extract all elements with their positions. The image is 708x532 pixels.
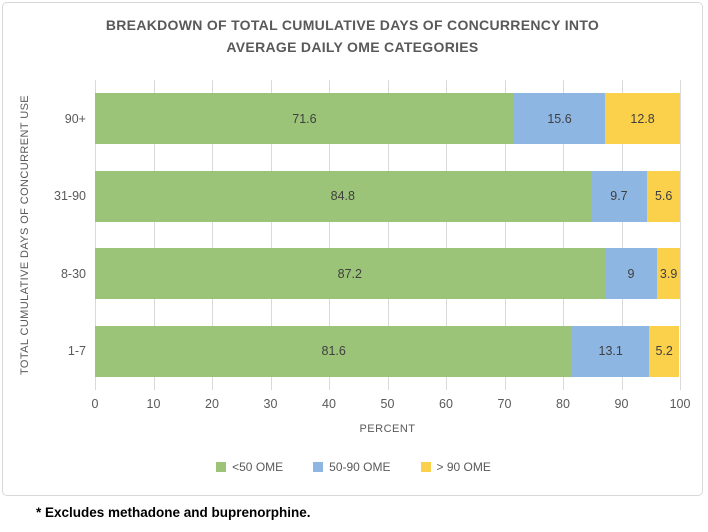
- legend-swatch-icon: [313, 462, 324, 472]
- legend-label: <50 OME: [232, 460, 284, 474]
- x-tick-label: 100: [669, 397, 691, 411]
- value-label: 5.6: [654, 189, 673, 204]
- chart-legend: <50 OME 50-90 OME > 90 OME: [3, 460, 704, 474]
- legend-swatch-icon: [420, 462, 431, 472]
- gridline: [270, 80, 272, 390]
- gridline: [212, 80, 213, 390]
- legend-item: > 90 OME: [420, 460, 491, 474]
- value-label: 71.6: [292, 111, 317, 126]
- x-axis-ticks: 0 10 20 30 40 50 60 70 80 90 100: [91, 397, 691, 413]
- x-tick-label: 10: [146, 397, 161, 411]
- bar-segment-50-ome: 84.8: [95, 170, 591, 222]
- bar-segment-50-90-ome: 9.7: [590, 170, 648, 222]
- legend-item: <50 OME: [216, 460, 283, 474]
- x-tick-label: 40: [322, 397, 336, 411]
- value-label: 9.7: [610, 189, 628, 204]
- x-tick-label: 20: [205, 397, 219, 411]
- bar-segment-50-ome: 87.2: [95, 248, 605, 300]
- chart-title: BREAKDOWN OF TOTAL CUMULATIVE DAYS OF CO…: [43, 15, 663, 58]
- gridline: [504, 80, 506, 390]
- value-label: 9: [627, 266, 635, 281]
- category-label: 90+: [64, 111, 86, 126]
- category-label: 8-30: [60, 266, 86, 281]
- bar-segment-90-ome: 3.9: [657, 248, 681, 300]
- bar-row: 90+ 71.6 15.6 12.8: [65, 93, 680, 145]
- value-label: 3.9: [659, 266, 678, 281]
- category-label: 1-7: [67, 344, 86, 359]
- gridline: [621, 80, 623, 390]
- value-label: 15.6: [547, 111, 572, 126]
- chart-title-line1: BREAKDOWN OF TOTAL CUMULATIVE DAYS OF CO…: [105, 17, 600, 33]
- chart-frame: BREAKDOWN OF TOTAL CUMULATIVE DAYS OF CO…: [2, 2, 703, 496]
- bar-segment-50-90-ome: 13.1: [572, 325, 649, 377]
- bar-segment-50-ome: 81.6: [95, 325, 573, 377]
- footnote: * Excludes methadone and buprenorphine.: [36, 505, 311, 520]
- x-tick-label: 0: [91, 397, 99, 411]
- gridline: [153, 80, 155, 390]
- bar-segment-50-90-ome: 15.6: [513, 93, 606, 145]
- bar-row: 8-30 87.2 9 3.9: [61, 248, 681, 300]
- value-label: 13.1: [598, 344, 623, 359]
- x-tick-label: 90: [614, 397, 629, 411]
- bar-row: 1-7 81.6 13.1 5.2: [68, 325, 680, 377]
- gridline: [446, 80, 447, 390]
- value-label: 5.2: [655, 344, 673, 359]
- value-label: 81.6: [321, 344, 346, 359]
- bar-row: 31-90 84.8 9.7 5.6: [54, 170, 681, 222]
- gridline: [329, 80, 330, 390]
- bar-segment-50-90-ome: 9: [604, 248, 658, 300]
- legend-swatch-icon: [216, 462, 227, 472]
- chart-title-line2: AVERAGE DAILY OME CATEGORIES: [226, 38, 479, 55]
- bar-segment-90-ome: 5.2: [648, 325, 680, 377]
- plot-area: 90+ 71.6 15.6 12.8 31-90 84.8 9.7 5.6 8-30 87.2 9 3…: [54, 80, 681, 390]
- gridline: [680, 80, 681, 390]
- bar-segment-90-ome: 12.8: [605, 93, 680, 145]
- gridline: [563, 80, 564, 390]
- gridline: [95, 80, 96, 390]
- x-tick-label: 70: [497, 397, 512, 411]
- x-tick-label: 30: [263, 397, 278, 411]
- bar-segment-50-ome: 71.6: [95, 93, 514, 145]
- gridline: [387, 80, 389, 390]
- value-label: 87.2: [337, 266, 362, 281]
- legend-item: 50-90 OME: [313, 460, 391, 474]
- y-axis-title: TOTAL CUMULATIVE DAYS OF CONCURRENT USE: [19, 94, 31, 376]
- legend-label: 50-90 OME: [329, 460, 391, 474]
- x-tick-label: 60: [439, 397, 453, 411]
- x-tick-label: 50: [380, 397, 395, 411]
- category-label: 31-90: [54, 189, 86, 204]
- bar-segment-90-ome: 5.6: [647, 170, 681, 222]
- value-label: 12.8: [630, 111, 655, 126]
- x-tick-label: 80: [556, 397, 570, 411]
- legend-label: > 90 OME: [436, 460, 491, 474]
- value-label: 84.8: [330, 189, 355, 204]
- x-axis-title: PERCENT: [359, 423, 416, 435]
